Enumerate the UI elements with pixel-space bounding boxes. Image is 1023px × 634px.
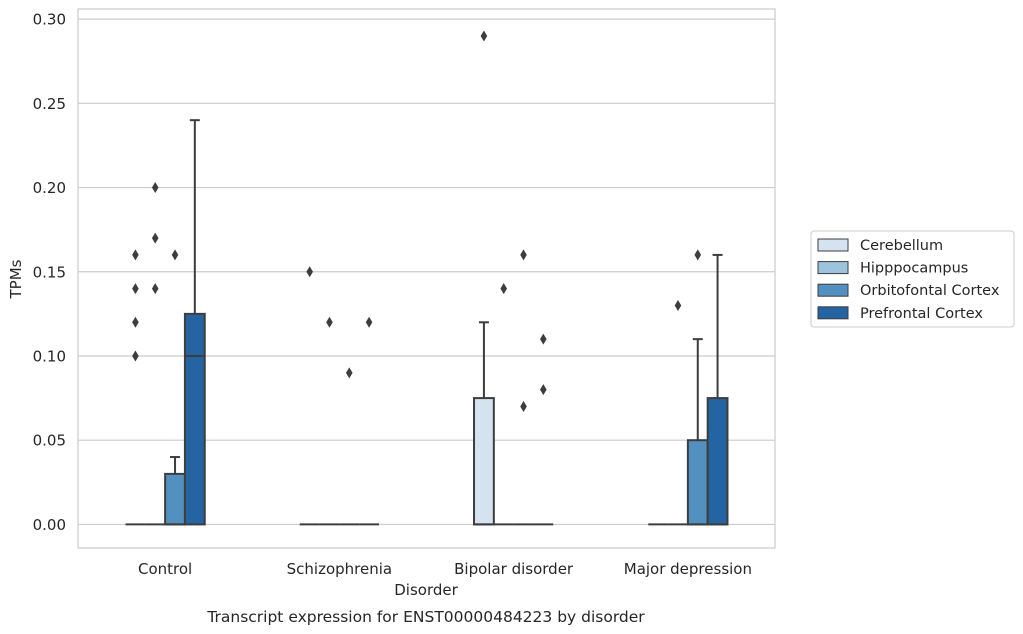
- y-tick-label: 0.00: [33, 516, 66, 534]
- box-group: [533, 333, 554, 526]
- plot-frame: [77, 8, 776, 549]
- outlier-point: [132, 350, 139, 362]
- box-group: [359, 316, 379, 526]
- box: [706, 397, 729, 526]
- outlier-point: [132, 283, 139, 295]
- y-tick-label: 0.25: [33, 95, 66, 113]
- box-group: [125, 249, 146, 526]
- y-tick-labels: 0.00 0.05 0.10 0.15 0.20 0.25 0.30: [33, 11, 66, 534]
- x-tick-label: Bipolar disorder: [454, 560, 574, 578]
- outlier-point: [151, 232, 159, 244]
- outlier-point: [480, 30, 488, 42]
- outlier-point: [132, 249, 139, 261]
- box-group: [473, 30, 495, 526]
- legend-swatch: [817, 238, 849, 252]
- box-group: [706, 253, 729, 526]
- outlier-point: [151, 283, 159, 295]
- legend-swatch: [817, 283, 849, 297]
- outlier-point: [365, 316, 373, 328]
- box-series: [125, 30, 729, 526]
- outlier-point: [171, 249, 179, 261]
- outlier-point: [132, 316, 139, 328]
- box: [183, 312, 206, 526]
- outlier-point: [540, 384, 547, 396]
- box-group: [183, 119, 206, 526]
- outlier-point: [674, 299, 682, 311]
- legend-label: Cerebellum: [860, 238, 943, 254]
- outlier-point: [306, 266, 313, 278]
- legend-swatch: [817, 306, 849, 320]
- box-group: [339, 367, 360, 526]
- x-axis-label: Disorder: [394, 581, 458, 599]
- outlier-point: [151, 182, 159, 194]
- box: [473, 397, 495, 526]
- box-group: [299, 266, 320, 526]
- y-axis-label: TPMs: [7, 259, 25, 299]
- chart-caption: Transcript expression for ENST0000048422…: [206, 608, 645, 626]
- x-tick-labels: Control Schizophrenia Bipolar disorder Majo…: [138, 560, 752, 578]
- box-group: [513, 249, 534, 526]
- box-group: [493, 283, 514, 526]
- outlier-point: [694, 249, 702, 261]
- legend-frame: [810, 230, 1015, 328]
- box-group: [164, 249, 186, 526]
- legend-label: Orbitofontal Cortex: [860, 283, 1000, 299]
- outlier-point: [500, 283, 508, 295]
- legend-label: Prefrontal Cortex: [860, 306, 983, 322]
- legend: Cerebellum Hipppocampus Orbitofontal Corte…: [810, 230, 1015, 328]
- x-tick-label: Schizophrenia: [287, 560, 392, 578]
- legend-label: Hipppocampus: [860, 261, 968, 277]
- outlier-point: [540, 333, 547, 345]
- box: [686, 439, 709, 526]
- x-tick-label: Control: [138, 560, 192, 578]
- y-tick-label: 0.20: [33, 179, 66, 197]
- box-group: [145, 182, 166, 526]
- outlier-point: [520, 401, 527, 413]
- y-tick-label: 0.05: [33, 432, 66, 450]
- box-group: [668, 299, 688, 526]
- box-group: [319, 316, 340, 526]
- y-tick-label: 0.15: [33, 263, 66, 281]
- outlier-point: [326, 316, 333, 328]
- x-tick-label: Major depression: [624, 560, 752, 578]
- y-tick-label: 0.10: [33, 347, 66, 365]
- y-tick-label: 0.30: [33, 11, 66, 29]
- box: [164, 472, 186, 526]
- outlier-point: [345, 367, 353, 379]
- outlier-point: [520, 249, 527, 261]
- legend-swatch: [817, 261, 849, 275]
